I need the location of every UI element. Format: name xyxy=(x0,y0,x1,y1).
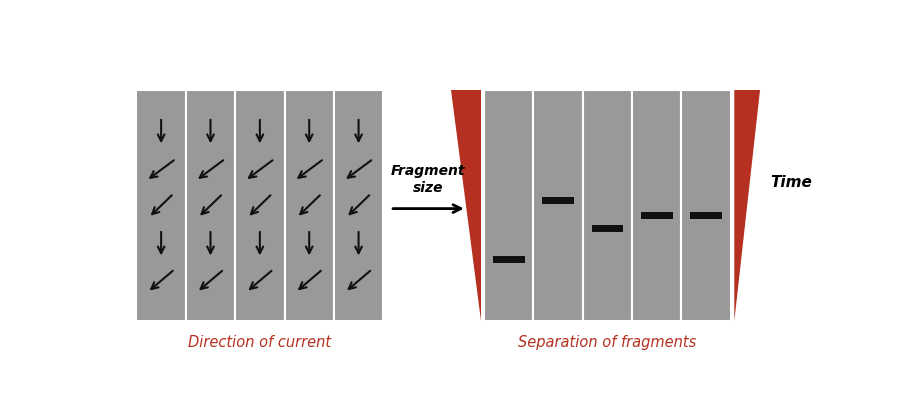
Polygon shape xyxy=(450,90,481,321)
Bar xyxy=(592,225,623,232)
Bar xyxy=(493,256,525,263)
Text: Separation of fragments: Separation of fragments xyxy=(518,335,697,350)
Bar xyxy=(186,90,235,321)
Text: Time: Time xyxy=(771,175,813,190)
Bar xyxy=(543,198,574,204)
Bar xyxy=(682,90,731,321)
Bar xyxy=(235,90,284,321)
Bar xyxy=(484,90,534,321)
Bar xyxy=(534,90,583,321)
Polygon shape xyxy=(735,90,760,321)
Bar xyxy=(136,90,186,321)
Bar xyxy=(583,90,632,321)
Bar xyxy=(641,213,673,220)
Bar xyxy=(334,90,383,321)
Bar xyxy=(284,90,334,321)
Text: Direction of current: Direction of current xyxy=(188,335,331,350)
Bar xyxy=(691,213,722,220)
Text: Fragment
size: Fragment size xyxy=(391,164,466,196)
Bar xyxy=(632,90,682,321)
